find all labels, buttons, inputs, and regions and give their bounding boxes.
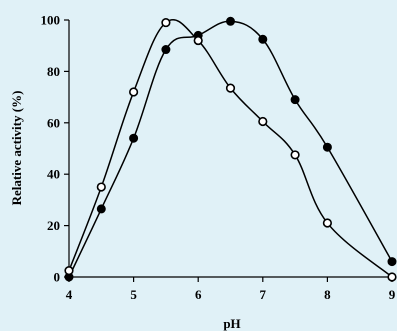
x-tick-label: 5 <box>130 287 137 302</box>
series-1-point <box>387 257 397 267</box>
series-2-point <box>225 83 236 93</box>
series-2-point <box>387 272 397 282</box>
series-2-point <box>290 150 300 160</box>
y-tick-label: 20 <box>47 218 60 233</box>
data-points <box>64 16 397 282</box>
series-2-point <box>129 87 139 97</box>
series-2-point <box>96 182 106 192</box>
y-tick-label: 100 <box>41 13 61 28</box>
series-1-point <box>258 34 268 44</box>
series-2-curve <box>68 19 393 278</box>
y-tick-label: 0 <box>54 270 61 285</box>
series-1-point <box>129 133 139 143</box>
series-2-point <box>64 265 74 276</box>
series-1-point <box>226 16 235 26</box>
x-tick-label: 6 <box>195 287 202 302</box>
series-1-point <box>290 95 300 105</box>
axes <box>64 19 393 282</box>
series-1-point <box>96 204 106 214</box>
series-curves <box>68 19 393 278</box>
y-tick-label: 60 <box>47 115 60 130</box>
series-2-point <box>258 116 268 127</box>
series-2-point <box>322 218 333 228</box>
x-axis-title: pH <box>223 316 240 331</box>
y-axis-title: Relative activity (%) <box>9 91 24 206</box>
series-1-curve <box>68 20 393 278</box>
series-2-point <box>193 35 203 46</box>
series-2-point <box>161 17 171 28</box>
series-1-point <box>322 142 332 152</box>
y-tick-label: 80 <box>47 64 60 79</box>
series-1-point <box>161 45 171 55</box>
y-tick-label: 40 <box>47 167 60 182</box>
x-tick-label: 9 <box>389 287 396 302</box>
x-tick-label: 8 <box>324 287 331 302</box>
x-tick-label: 4 <box>66 287 73 302</box>
tick-labels: 0 20 40 60 80 100 4 5 6 7 8 9 <box>41 13 396 303</box>
x-tick-label: 7 <box>260 287 267 302</box>
